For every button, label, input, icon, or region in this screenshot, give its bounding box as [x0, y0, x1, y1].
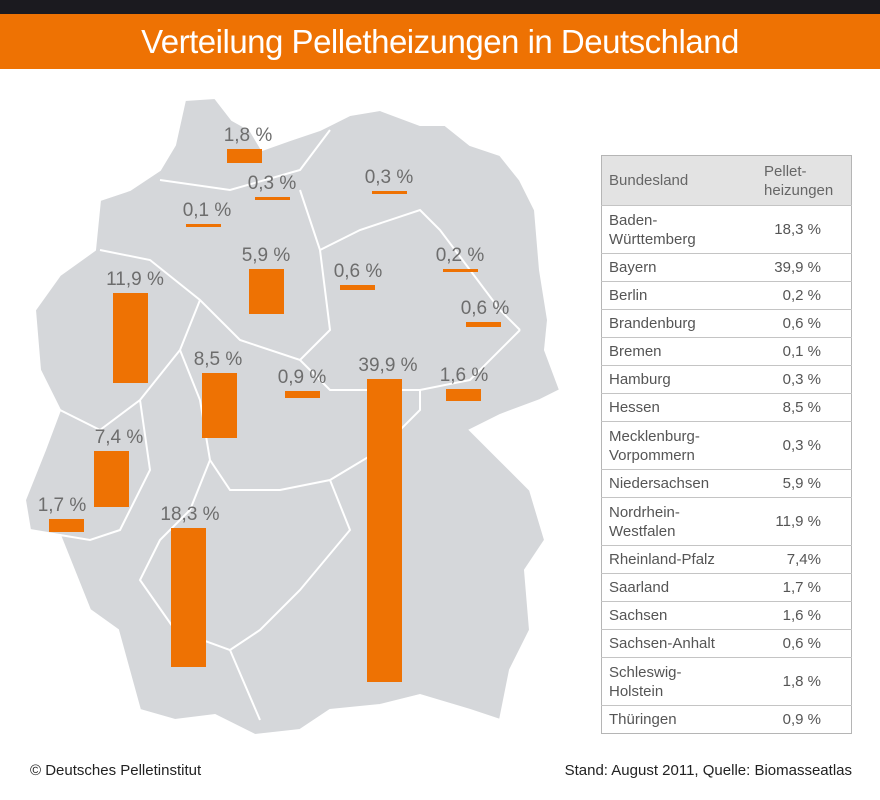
bar-label: 1,8 %	[223, 125, 273, 147]
table-row: Brandenburg 0,6 %	[601, 309, 852, 338]
table-row: Sachsen-Anhalt 0,6 %	[601, 629, 852, 658]
state-name: Hamburg	[601, 365, 735, 394]
bar-niedersachsen	[249, 269, 284, 314]
table-row: Rheinland-Pfalz 7,4%	[601, 545, 852, 574]
table-row: Berlin 0,2 %	[601, 281, 852, 310]
state-value: 8,5 %	[734, 393, 852, 422]
bar-rheinland-pfalz	[94, 450, 129, 507]
state-name: Baden- Württemberg	[601, 205, 735, 254]
state-table: Bundesland Pellet- heizungen Baden- Würt…	[601, 155, 852, 734]
bar-saarland	[49, 519, 84, 532]
state-value: 0,1 %	[734, 337, 852, 366]
state-value: 7,4%	[734, 545, 852, 574]
bar-label: 1,7 %	[37, 495, 87, 517]
state-name: Brandenburg	[601, 309, 735, 338]
state-value: 1,8 %	[734, 657, 852, 706]
state-name: Thüringen	[601, 705, 735, 734]
table-row: Saarland 1,7 %	[601, 573, 852, 602]
bar-label: 8,5 %	[193, 349, 243, 371]
bar-hessen	[202, 373, 237, 438]
bar-bremen	[186, 224, 221, 227]
table-row: Schleswig- Holstein 1,8 %	[601, 657, 852, 706]
bar-schleswig-holstein	[227, 149, 262, 163]
bar-label: 18,3 %	[160, 503, 220, 525]
bar-label: 5,9 %	[241, 245, 291, 267]
state-value: 11,9 %	[734, 497, 852, 546]
header-pelletheizungen: Pellet- heizungen	[734, 155, 852, 206]
map-shape	[23, 96, 562, 737]
state-name: Saarland	[601, 573, 735, 602]
table-row: Sachsen 1,6 %	[601, 601, 852, 630]
state-name: Rheinland-Pfalz	[601, 545, 735, 574]
table-row: Hessen 8,5 %	[601, 393, 852, 422]
table-row: Mecklenburg- Vorpommern 0,3 %	[601, 421, 852, 470]
state-borders	[59, 129, 521, 721]
state-value: 0,2 %	[734, 281, 852, 310]
state-value: 1,6 %	[734, 601, 852, 630]
bar-hamburg	[255, 197, 290, 200]
page-title: Verteilung Pelletheizungen in Deutschlan…	[0, 14, 880, 69]
bar-label: 11,9 %	[106, 268, 164, 290]
bar-nordrhein-westfalen	[113, 292, 148, 383]
state-name: Sachsen-Anhalt	[601, 629, 735, 658]
state-value: 39,9 %	[734, 253, 852, 282]
state-name: Berlin	[601, 281, 735, 310]
table-header-row: Bundesland Pellet- heizungen	[601, 155, 852, 206]
table-row: Thüringen 0,9 %	[601, 705, 852, 734]
bar-label: 0,9 %	[277, 367, 327, 389]
state-value: 0,6 %	[734, 629, 852, 658]
state-name: Niedersachsen	[601, 469, 735, 498]
state-name: Bayern	[601, 253, 735, 282]
bar-label: 1,6 %	[439, 364, 489, 386]
bar-mecklenburg-vorpommern	[372, 191, 407, 194]
bar-brandenburg	[466, 322, 501, 327]
bar-label: 39,9 %	[358, 354, 418, 376]
bar-baden-w-rttemberg	[171, 527, 206, 667]
table-row: Niedersachsen 5,9 %	[601, 469, 852, 498]
bar-label: 7,4 %	[94, 426, 144, 448]
table-row: Nordrhein- Westfalen 11,9 %	[601, 497, 852, 546]
state-value: 0,6 %	[734, 309, 852, 338]
copyright: © Deutsches Pelletinstitut	[30, 762, 202, 779]
header-bundesland: Bundesland	[601, 155, 735, 206]
bar-label: 0,2 %	[435, 245, 485, 266]
bar-label: 0,1 %	[182, 200, 232, 221]
germany-map: 1,8 % 0,3 % 0,3 % 0,1 % 5,9 % 0,6 % 0,2 % 0,6 %…	[0, 70, 590, 750]
state-name: Bremen	[601, 337, 735, 366]
state-value: 0,3 %	[734, 365, 852, 394]
state-name: Hessen	[601, 393, 735, 422]
top-band	[0, 0, 880, 14]
state-name: Sachsen	[601, 601, 735, 630]
bar-label: 0,6 %	[333, 261, 383, 283]
table-row: Baden- Württemberg 18,3 %	[601, 205, 852, 254]
state-value: 1,7 %	[734, 573, 852, 602]
bar-sachsen	[446, 388, 481, 401]
table-row: Hamburg 0,3 %	[601, 365, 852, 394]
state-value: 0,3 %	[734, 421, 852, 470]
bar-th-ringen	[285, 391, 320, 398]
bar-berlin	[443, 269, 478, 272]
bar-label: 0,3 %	[247, 173, 297, 194]
table-row: Bayern 39,9 %	[601, 253, 852, 282]
bar-label: 0,6 %	[460, 298, 510, 320]
bar-sachsen-anhalt	[340, 285, 375, 290]
state-name: Schleswig- Holstein	[601, 657, 735, 706]
state-value: 18,3 %	[734, 205, 852, 254]
state-value: 5,9 %	[734, 469, 852, 498]
state-name: Mecklenburg- Vorpommern	[601, 421, 735, 470]
bar-bayern	[367, 378, 402, 682]
germany-outline	[23, 96, 562, 737]
table-row: Bremen 0,1 %	[601, 337, 852, 366]
bar-label: 0,3 %	[364, 167, 414, 188]
source-note: Stand: August 2011, Quelle: Biomasseatla…	[564, 762, 852, 779]
state-value: 0,9 %	[734, 705, 852, 734]
state-name: Nordrhein- Westfalen	[601, 497, 735, 546]
